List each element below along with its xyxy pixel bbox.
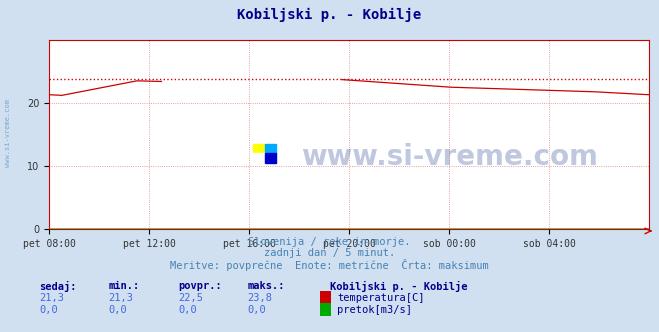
Text: 23,8: 23,8 (247, 293, 272, 303)
Text: temperatura[C]: temperatura[C] (337, 293, 425, 303)
Text: 0,0: 0,0 (178, 305, 196, 315)
Text: Slovenija / reke in morje.: Slovenija / reke in morje. (248, 237, 411, 247)
Text: sedaj:: sedaj: (40, 281, 77, 291)
Text: maks.:: maks.: (247, 281, 285, 290)
Text: 0,0: 0,0 (40, 305, 58, 315)
Text: zadnji dan / 5 minut.: zadnji dan / 5 minut. (264, 248, 395, 258)
Text: 0,0: 0,0 (247, 305, 266, 315)
Text: 21,3: 21,3 (40, 293, 65, 303)
Text: 22,5: 22,5 (178, 293, 203, 303)
Text: www.si-vreme.com: www.si-vreme.com (5, 99, 11, 167)
Text: Kobiljski p. - Kobilje: Kobiljski p. - Kobilje (330, 281, 467, 291)
Bar (265, 144, 276, 153)
Bar (254, 153, 265, 163)
Text: pretok[m3/s]: pretok[m3/s] (337, 305, 413, 315)
Text: Kobiljski p. - Kobilje: Kobiljski p. - Kobilje (237, 8, 422, 23)
Text: 21,3: 21,3 (109, 293, 134, 303)
Bar (265, 153, 276, 163)
Text: min.:: min.: (109, 281, 140, 290)
Text: Meritve: povprečne  Enote: metrične  Črta: maksimum: Meritve: povprečne Enote: metrične Črta:… (170, 259, 489, 271)
Text: 0,0: 0,0 (109, 305, 127, 315)
Bar (254, 144, 265, 153)
Text: povpr.:: povpr.: (178, 281, 221, 290)
Text: www.si-vreme.com: www.si-vreme.com (301, 143, 598, 171)
